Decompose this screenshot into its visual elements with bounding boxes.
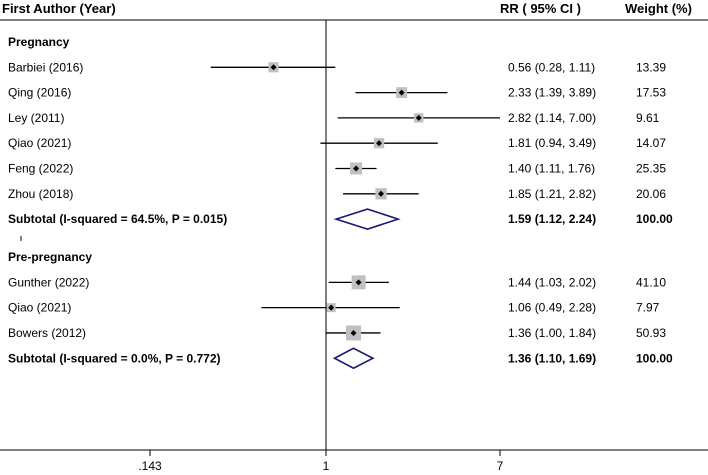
study-label: Ley (2011) (8, 111, 64, 125)
x-tick-label: .143 (138, 459, 162, 473)
group-title: Pre-pregnancy (8, 250, 92, 264)
subtotal-rr: 1.59 (1.12, 2.24) (508, 212, 596, 226)
study-weight: 14.07 (636, 136, 666, 150)
study-rr: 2.82 (1.14, 7.00) (508, 111, 596, 125)
study-label: Gunther (2022) (8, 275, 89, 289)
study-weight: 13.39 (636, 60, 666, 74)
study-weight: 7.97 (636, 301, 660, 315)
study-rr: 1.85 (1.21, 2.82) (508, 187, 596, 201)
study-label: Zhou (2018) (8, 187, 73, 201)
point-estimate (415, 114, 422, 121)
study-weight: 25.35 (636, 162, 666, 176)
header-rr: RR ( 95% CI ) (500, 1, 581, 16)
study-label: Bowers (2012) (8, 326, 86, 340)
subtotal-weight: 100.00 (636, 212, 673, 226)
x-tick-label: 1 (323, 459, 330, 473)
study-label: Qiao (2021) (8, 301, 71, 315)
subtotal-label: Subtotal (I-squared = 0.0%, P = 0.772) (8, 351, 221, 365)
subtotal-diamond (332, 347, 375, 370)
group-title: Pregnancy (8, 35, 70, 49)
study-weight: 17.53 (636, 86, 666, 100)
study-label: Barbiei (2016) (8, 60, 83, 74)
study-rr: 1.44 (1.03, 2.02) (508, 275, 596, 289)
study-rr: 1.40 (1.11, 1.76) (508, 162, 595, 176)
point-estimate (398, 89, 405, 96)
study-label: Feng (2022) (8, 162, 73, 176)
point-estimate (350, 329, 357, 336)
point-estimate (355, 279, 362, 286)
x-tick-label: 7 (497, 459, 504, 473)
point-estimate (378, 190, 385, 197)
study-label: Qiao (2021) (8, 136, 71, 150)
subtotal-rr: 1.36 (1.10, 1.69) (508, 351, 596, 365)
study-weight: 9.61 (636, 111, 660, 125)
study-weight: 41.10 (636, 275, 666, 289)
subtotal-label: Subtotal (I-squared = 64.5%, P = 0.015) (8, 212, 227, 226)
header-weight: Weight (%) (625, 1, 692, 16)
point-estimate (353, 165, 360, 172)
point-estimate (328, 304, 335, 311)
study-rr: 1.81 (0.94, 3.49) (508, 136, 596, 150)
study-weight: 50.93 (636, 326, 666, 340)
study-rr: 1.06 (0.49, 2.28) (508, 301, 596, 315)
study-weight: 20.06 (636, 187, 666, 201)
point-estimate (270, 64, 277, 71)
x-axis: .143 1 7 (0, 20, 708, 473)
study-rr: 0.56 (0.28, 1.11) (508, 60, 595, 74)
subtotal-diamond (333, 208, 401, 230)
forest-rows: Pregnancy Barbiei (2016) 0.56 (0.28, 1.11)… (8, 35, 673, 370)
study-rr: 2.33 (1.39, 3.89) (508, 86, 596, 100)
point-estimate (376, 140, 383, 147)
header-study: First Author (Year) (2, 1, 116, 16)
study-rr: 1.36 (1.00, 1.84) (508, 326, 596, 340)
study-label: Qing (2016) (8, 86, 71, 100)
subtotal-weight: 100.00 (636, 351, 673, 365)
